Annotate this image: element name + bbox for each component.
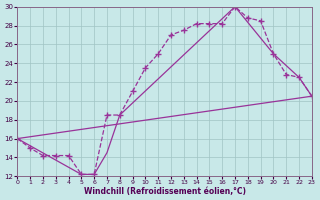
X-axis label: Windchill (Refroidissement éolien,°C): Windchill (Refroidissement éolien,°C)	[84, 187, 245, 196]
